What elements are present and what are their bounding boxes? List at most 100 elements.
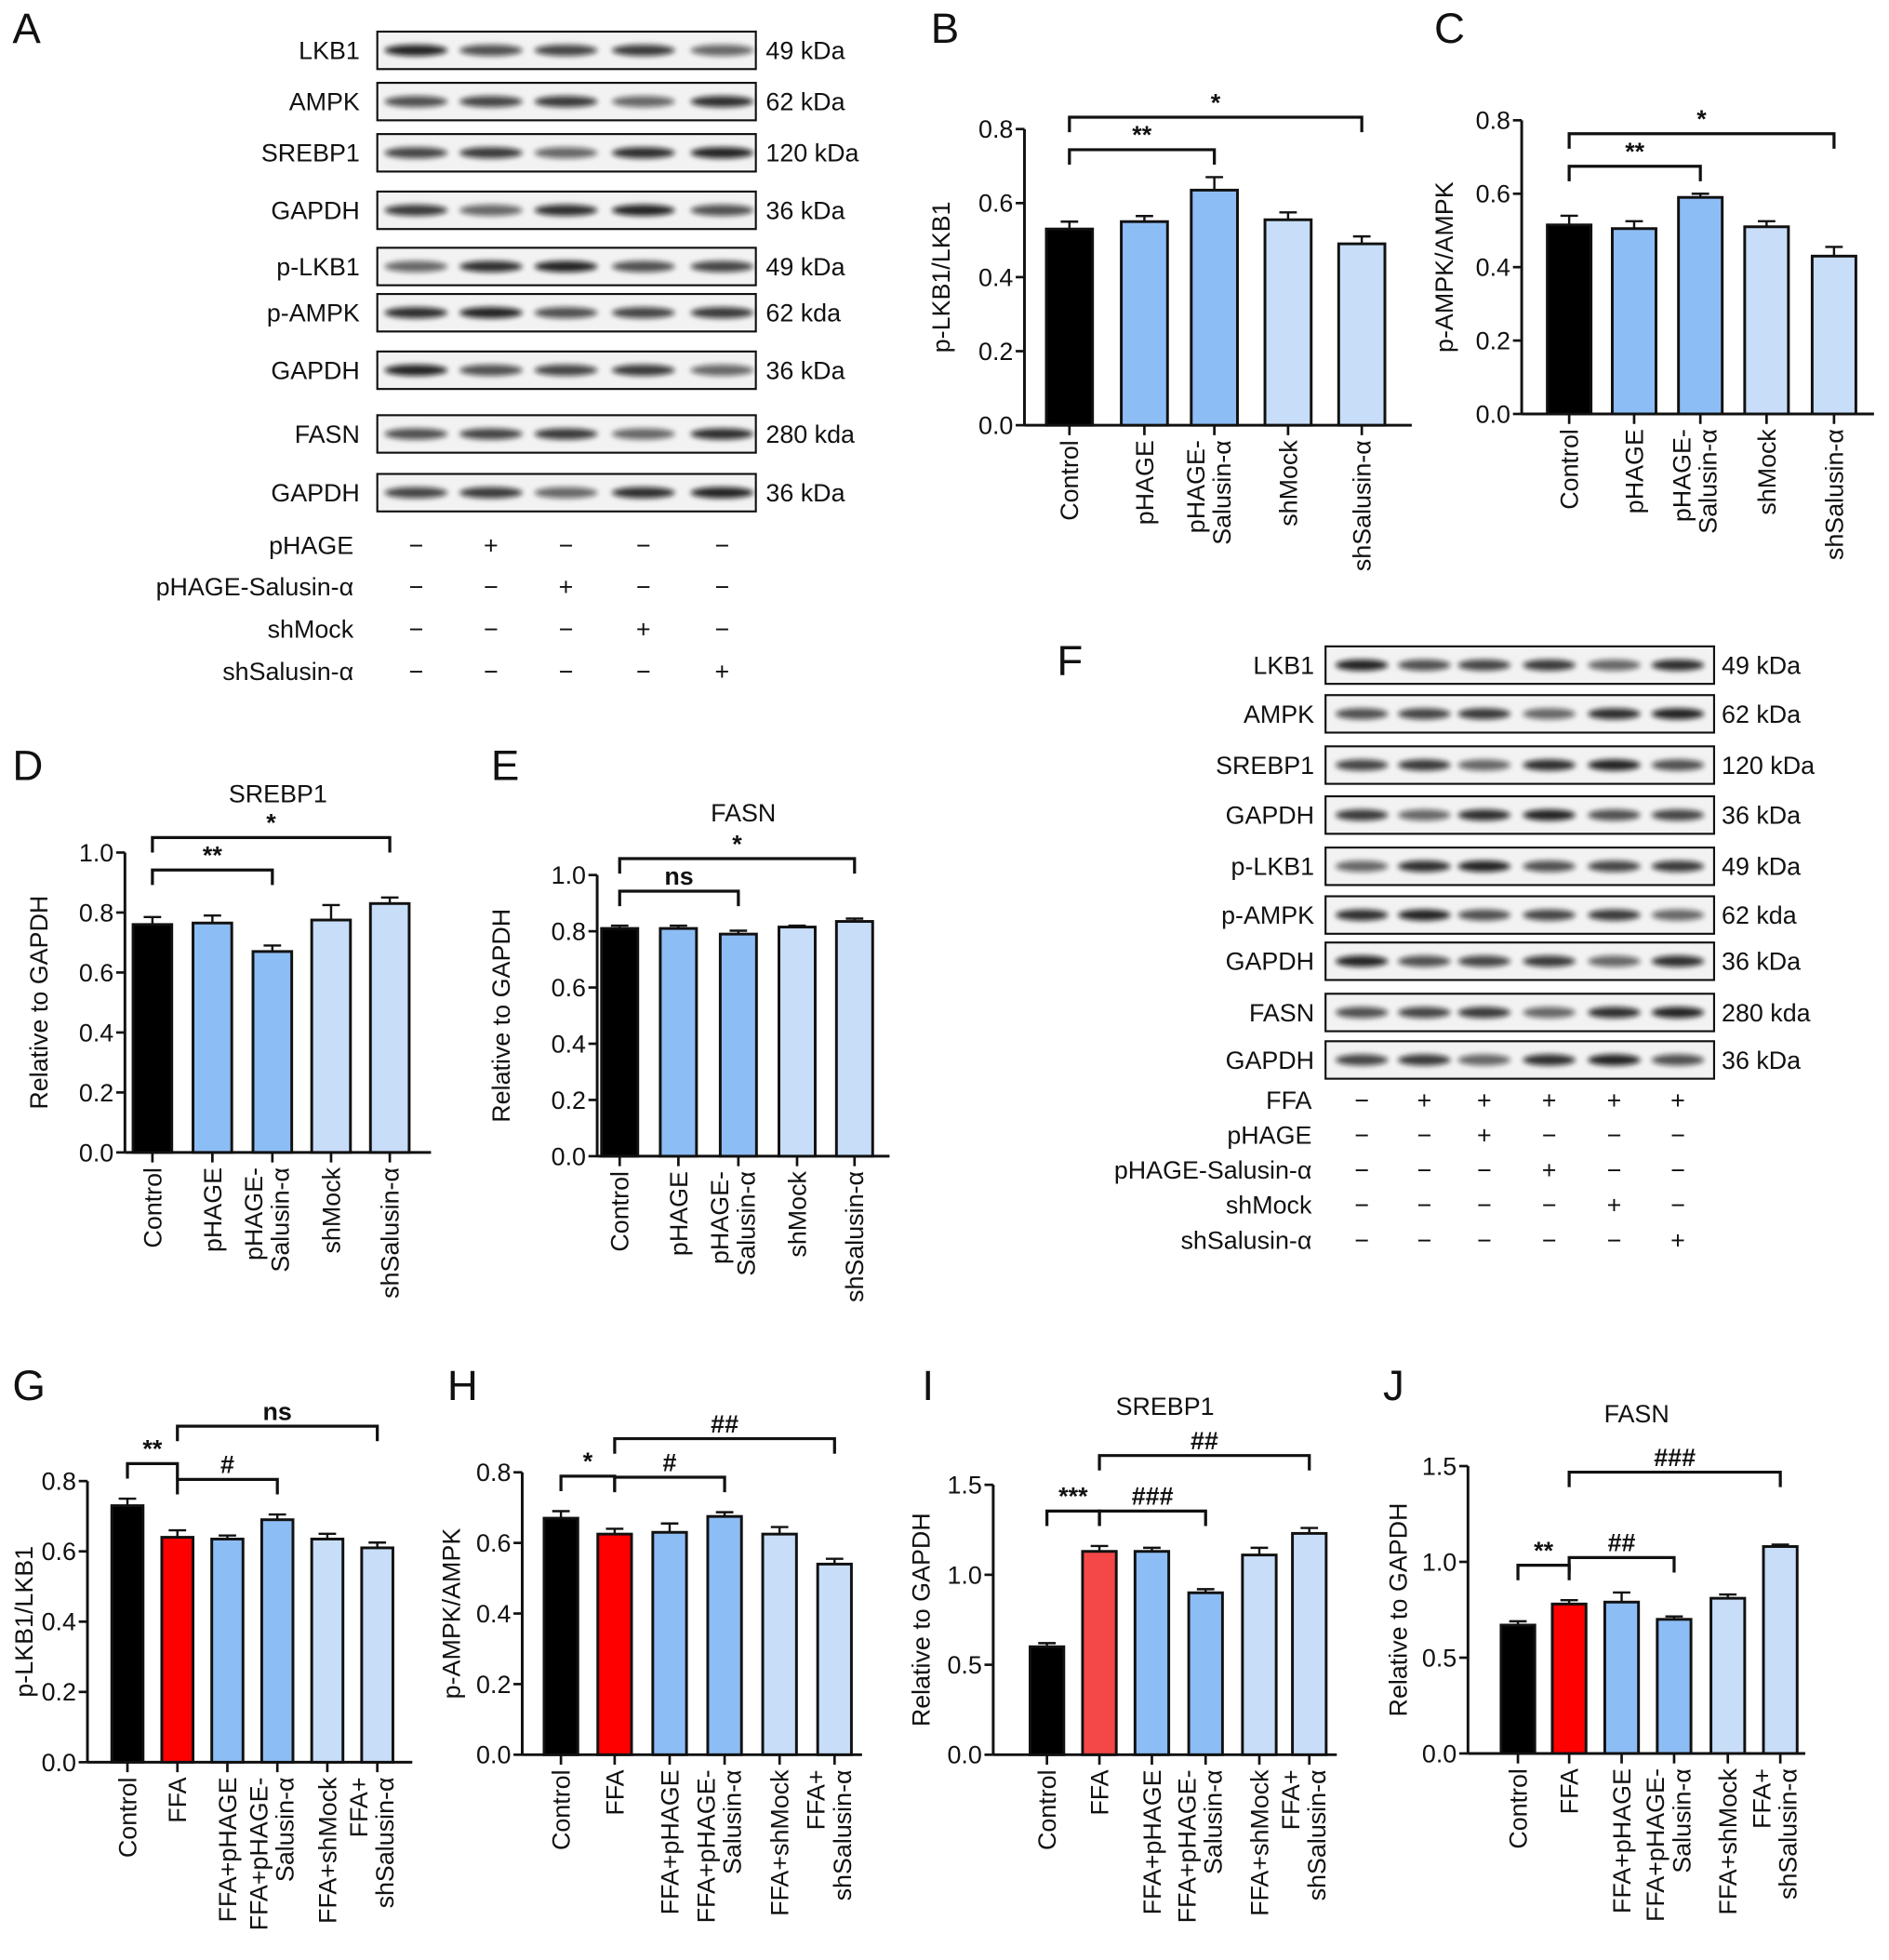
y-tick-label: 1.0 xyxy=(79,839,113,867)
protein-band xyxy=(1523,659,1576,672)
bar xyxy=(706,1514,743,1756)
x-tick-label-line: Salusin-α xyxy=(1208,440,1236,545)
blot-size-label: 36 kDa xyxy=(1722,802,1801,830)
protein-band xyxy=(1651,955,1705,967)
bar xyxy=(1610,227,1657,416)
protein-band xyxy=(459,428,523,440)
y-tick-label: 0.4 xyxy=(552,1030,586,1058)
protein-band xyxy=(611,364,675,377)
bar xyxy=(1120,220,1169,427)
significance-bracket xyxy=(1567,1555,1676,1573)
treatment-mark: − xyxy=(636,531,651,559)
blot-protein-label: FASN xyxy=(1249,999,1314,1027)
x-tick-label-line: FFA+pHAGE xyxy=(656,1769,684,1914)
protein-band xyxy=(1523,809,1576,821)
protein-band xyxy=(611,205,675,217)
significance-bracket xyxy=(1068,148,1217,166)
treatment-mark: + xyxy=(1670,1087,1685,1114)
protein-band xyxy=(384,260,448,273)
treatment-row: shSalusin-α − − − − − + xyxy=(1180,1226,1684,1254)
y-tick-label: 1.5 xyxy=(947,1472,981,1500)
y-axis-label: p-LKB1/LKB1 xyxy=(927,202,955,353)
x-tick-label-line: Control xyxy=(1056,440,1084,521)
x-tick-label: FFA xyxy=(1085,1769,1113,1815)
treatment-mark: + xyxy=(1607,1087,1622,1114)
y-tick-label: 0.6 xyxy=(1476,180,1510,208)
treatment-label: pHAGE xyxy=(269,531,353,559)
x-tick-label: FFA+pHAGE-Salusin-α xyxy=(692,1769,746,1923)
blot-protein-label: LKB1 xyxy=(299,37,360,65)
x-tick-label-line: FFA+pHAGE- xyxy=(245,1777,273,1930)
bar xyxy=(658,927,698,1158)
treatment-mark: − xyxy=(1670,1121,1685,1149)
blot-membrane xyxy=(1324,993,1716,1033)
protein-band xyxy=(1398,759,1451,771)
treatment-label: pHAGE-Salusin-α xyxy=(1114,1156,1312,1184)
x-tick-label-line: shSalusin-α xyxy=(829,1769,857,1900)
protein-band xyxy=(384,428,448,440)
x-tick-label-line: FFA+ xyxy=(345,1777,373,1837)
x-tick-label: Control xyxy=(113,1777,141,1858)
bar xyxy=(651,1530,688,1756)
blot-row: SREBP1 120 kDa xyxy=(1216,745,1815,785)
panel-label-c: C xyxy=(1434,5,1465,52)
y-tick-label: 0.6 xyxy=(978,190,1013,218)
protein-band xyxy=(1651,659,1705,672)
blot-protein-label: GAPDH xyxy=(1226,1047,1315,1074)
treatment-mark: + xyxy=(715,658,730,686)
x-tick-label: Control xyxy=(1056,440,1084,521)
protein-band xyxy=(690,96,754,108)
blot-protein-label: GAPDH xyxy=(271,196,360,224)
blot-protein-label: p-LKB1 xyxy=(276,253,360,281)
protein-band xyxy=(1651,1007,1705,1019)
protein-band xyxy=(1651,809,1705,821)
blot-row: p-AMPK 62 kda xyxy=(267,292,841,333)
y-tick-label: 0.2 xyxy=(42,1678,76,1706)
bar xyxy=(1044,227,1095,427)
protein-band xyxy=(690,428,754,440)
y-tick-label: 0.2 xyxy=(1476,327,1510,354)
x-tick-label: Control xyxy=(548,1769,576,1850)
bar xyxy=(1709,1596,1747,1755)
treatment-mark: − xyxy=(1670,1156,1685,1184)
x-tick-label: FFA+pHAGE-Salusin-α xyxy=(245,1777,299,1930)
protein-band xyxy=(1335,1007,1389,1019)
treatment-mark: − xyxy=(1354,1192,1369,1220)
bar xyxy=(600,927,640,1158)
bar xyxy=(1656,1618,1693,1755)
treatment-row: pHAGE − + − − − xyxy=(269,531,729,559)
protein-band xyxy=(611,45,675,57)
x-tick-label-line: FFA xyxy=(1085,1769,1113,1815)
protein-band xyxy=(1335,860,1389,873)
blot-protein-label: GAPDH xyxy=(271,356,360,384)
x-tick-label: FFA+pHAGE xyxy=(1138,1769,1166,1914)
protein-band xyxy=(1651,860,1705,873)
panel-label-e: E xyxy=(491,742,519,790)
y-tick-label: 0.0 xyxy=(552,1142,586,1170)
protein-band xyxy=(384,307,448,319)
x-tick-label-line: FFA+pHAGE- xyxy=(692,1769,720,1923)
protein-band xyxy=(459,147,523,159)
protein-band xyxy=(459,307,523,319)
y-tick-label: 0.0 xyxy=(1476,400,1510,428)
treatment-mark: − xyxy=(408,531,423,559)
treatment-row: shMock − − − + − xyxy=(268,615,730,643)
treatment-mark: + xyxy=(1477,1087,1492,1114)
x-tick-label: FFA xyxy=(164,1777,192,1822)
x-tick-label-line: FFA+pHAGE xyxy=(1608,1768,1636,1913)
treatment-mark: + xyxy=(1417,1087,1431,1114)
protein-band xyxy=(1523,955,1576,967)
y-axis-label: Relative to GAPDH xyxy=(907,1513,935,1727)
protein-band xyxy=(1588,708,1641,720)
protein-band xyxy=(459,364,523,377)
x-tick-label: FFA+pHAGE xyxy=(1608,1768,1636,1913)
protein-band xyxy=(384,96,448,108)
significance-bracket xyxy=(618,889,740,907)
x-tick-label: Control xyxy=(606,1171,634,1252)
significance-bracket xyxy=(1567,1470,1782,1487)
blot-membrane xyxy=(1324,745,1716,785)
blot-membrane xyxy=(1324,1040,1716,1080)
blot-size-label: 49 kDa xyxy=(765,253,845,281)
protein-band xyxy=(1457,1007,1510,1019)
